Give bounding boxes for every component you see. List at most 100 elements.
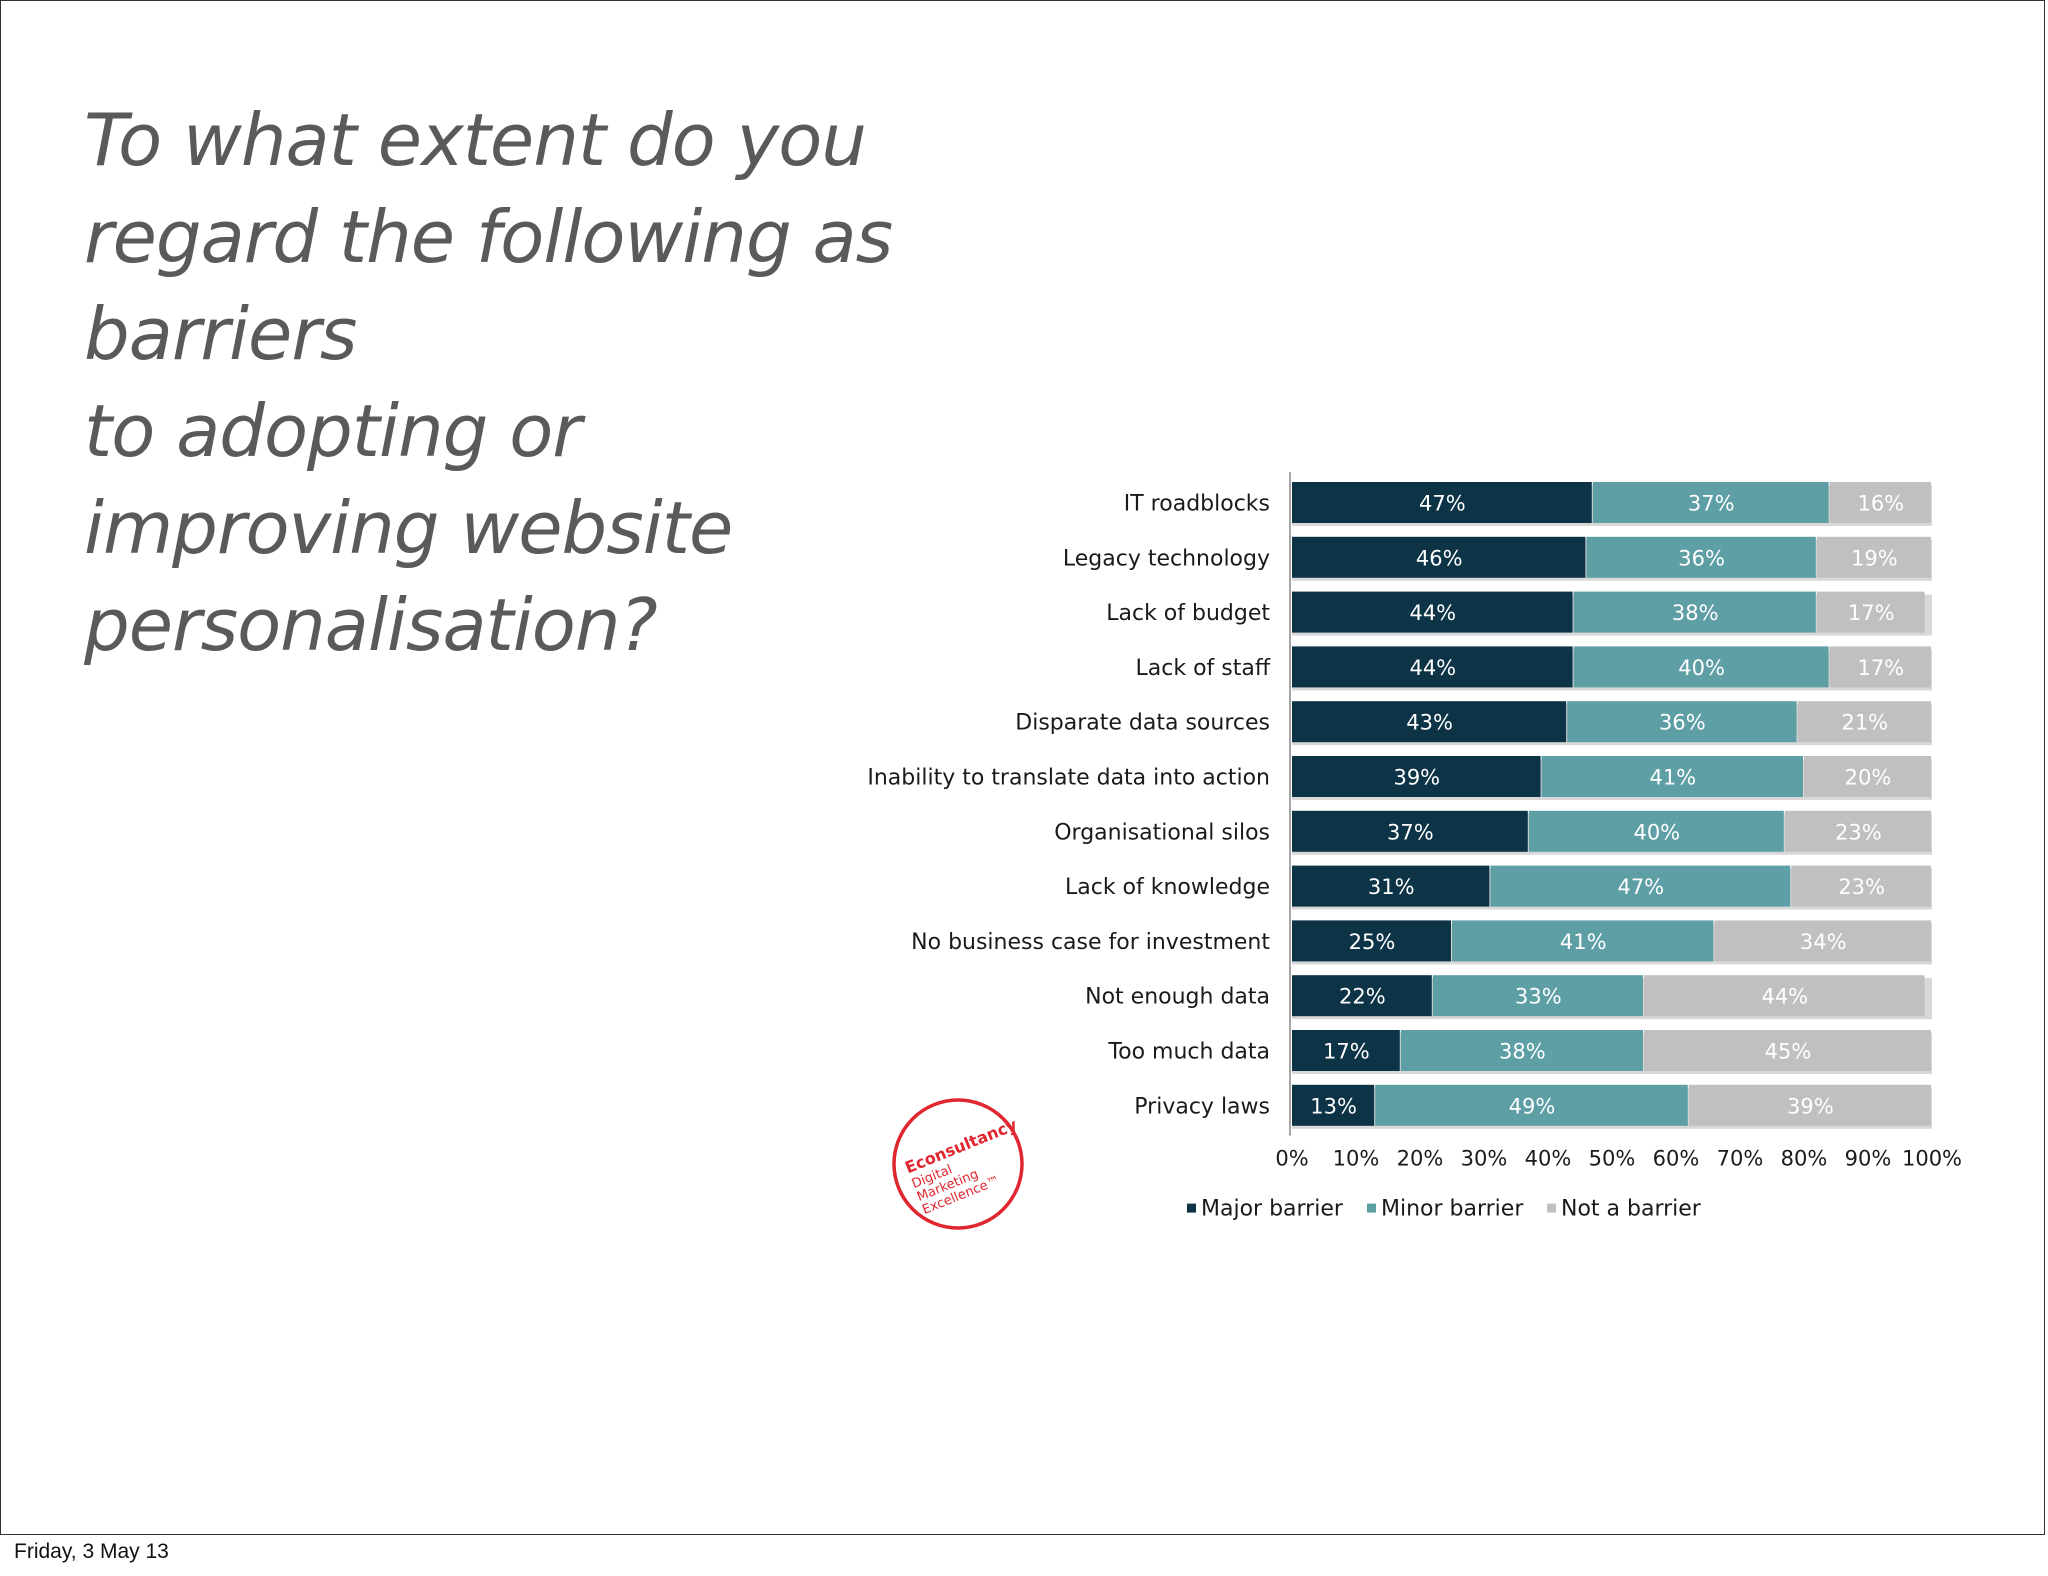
bar-segment <box>1528 810 1784 852</box>
bar-segment <box>1688 1084 1931 1126</box>
bar-segment <box>1292 536 1586 578</box>
legend-swatch <box>1367 1203 1376 1213</box>
bar-segment <box>1784 810 1931 852</box>
legend-swatch <box>1547 1203 1556 1213</box>
legend-swatch <box>1187 1203 1196 1213</box>
bar-segment <box>1292 1030 1400 1071</box>
bar-value-label: 36% <box>1659 711 1706 735</box>
bar-segment <box>1644 1030 1931 1071</box>
bar-value-label: 47% <box>1419 492 1466 516</box>
x-tick-label: 10% <box>1333 1147 1380 1171</box>
bar-value-label: 17% <box>1857 656 1904 680</box>
bar-value-label: 44% <box>1761 985 1808 1009</box>
bar-value-label: 38% <box>1672 601 1719 625</box>
bar-segment <box>1292 1084 1375 1126</box>
bar-segment <box>1829 646 1931 688</box>
legend-label: Minor barrier <box>1381 1197 1524 1222</box>
bar-segment <box>1573 591 1816 633</box>
x-tick-label: 60% <box>1653 1147 1700 1171</box>
category-label: No business case for investment <box>911 930 1270 955</box>
footer-date: Friday, 3 May 13 <box>14 1540 169 1563</box>
bar-segment <box>1292 646 1573 688</box>
bar-segment <box>1452 920 1714 962</box>
x-tick-label: 70% <box>1717 1147 1764 1171</box>
bar-value-label: 43% <box>1406 711 1453 735</box>
bar-segment <box>1292 591 1573 633</box>
bar-value-label: 22% <box>1339 985 1386 1009</box>
title-line-1: To what extent do you <box>84 98 867 182</box>
bar-segment <box>1644 975 1925 1017</box>
title-line-5: improving website <box>84 486 733 570</box>
title-line-2: regard the following as <box>84 195 893 279</box>
bar-segment <box>1573 646 1829 688</box>
bar-segment <box>1804 756 1931 797</box>
title-line-6: personalisation? <box>84 583 658 667</box>
bar-value-label: 17% <box>1323 1040 1370 1064</box>
title-line-4: to adopting or <box>84 389 582 473</box>
bar-value-label: 17% <box>1848 601 1895 625</box>
bar-value-label: 47% <box>1617 875 1664 899</box>
bar-value-label: 23% <box>1835 820 1882 844</box>
x-tick-label: 100% <box>1902 1147 1962 1171</box>
category-label: Too much data <box>1107 1040 1270 1065</box>
bar-value-label: 46% <box>1416 546 1463 570</box>
econsultancy-logo: Econsultancy Digital Marketing Excellenc… <box>892 1098 1024 1230</box>
category-label: Lack of knowledge <box>1065 875 1270 900</box>
bar-segment <box>1432 975 1643 1017</box>
bar-value-label: 25% <box>1349 930 1396 954</box>
bar-value-label: 41% <box>1649 766 1696 790</box>
bar-segment <box>1829 482 1931 523</box>
category-label: IT roadblocks <box>1124 492 1270 517</box>
bar-segment <box>1816 591 1925 633</box>
category-label: Not enough data <box>1085 985 1270 1010</box>
bar-segment <box>1586 536 1816 578</box>
bar-value-label: 44% <box>1409 656 1456 680</box>
bar-segment <box>1292 756 1541 797</box>
bar-value-label: 33% <box>1515 985 1562 1009</box>
bar-value-label: 37% <box>1688 492 1735 516</box>
bar-segment <box>1292 701 1567 743</box>
bar-segment <box>1375 1084 1688 1126</box>
bar-value-label: 39% <box>1393 766 1440 790</box>
bar-segment <box>1816 536 1931 578</box>
category-label: Lack of staff <box>1136 656 1271 681</box>
stacked-bar-chart: IT roadblocks 47% 37% 16% Legacy technology 4… <box>867 472 1962 1222</box>
bar-value-label: 39% <box>1787 1094 1834 1118</box>
x-tick-label: 50% <box>1589 1147 1636 1171</box>
bar-value-label: 31% <box>1368 875 1415 899</box>
bar-value-label: 37% <box>1387 820 1434 844</box>
category-label: Legacy technology <box>1063 546 1270 571</box>
bar-value-label: 40% <box>1678 656 1725 680</box>
bar-segment <box>1292 865 1490 907</box>
category-label: Disparate data sources <box>1015 711 1270 736</box>
bar-value-label: 13% <box>1310 1094 1357 1118</box>
category-label: Organisational silos <box>1054 820 1270 845</box>
slide-title: To what extent do you regard the followi… <box>84 92 964 674</box>
bar-value-label: 49% <box>1509 1094 1556 1118</box>
category-label: Lack of budget <box>1106 601 1270 626</box>
bar-value-label: 34% <box>1800 930 1847 954</box>
bar-value-label: 40% <box>1633 820 1680 844</box>
bar-value-label: 38% <box>1499 1040 1546 1064</box>
x-tick-label: 40% <box>1525 1147 1572 1171</box>
bar-segment <box>1797 701 1931 743</box>
title-line-3: barriers <box>84 292 357 376</box>
bar-segment <box>1292 975 1432 1017</box>
bar-value-label: 21% <box>1841 711 1888 735</box>
logo-ring <box>892 1098 1024 1230</box>
category-label: Inability to translate data into action <box>867 766 1270 791</box>
category-label: Privacy laws <box>1134 1094 1270 1119</box>
bar-segment <box>1567 701 1797 743</box>
bar-value-label: 41% <box>1560 930 1607 954</box>
bar-value-label: 20% <box>1845 766 1892 790</box>
legend-label: Not a barrier <box>1561 1197 1702 1222</box>
bar-segment <box>1714 920 1931 962</box>
bar-value-label: 36% <box>1678 546 1725 570</box>
bar-segment <box>1400 1030 1643 1071</box>
x-tick-label: 90% <box>1845 1147 1892 1171</box>
bar-value-label: 44% <box>1409 601 1456 625</box>
x-tick-label: 20% <box>1397 1147 1444 1171</box>
legend-label: Major barrier <box>1201 1197 1344 1222</box>
x-tick-label: 0% <box>1275 1147 1308 1171</box>
bar-segment <box>1592 482 1829 523</box>
